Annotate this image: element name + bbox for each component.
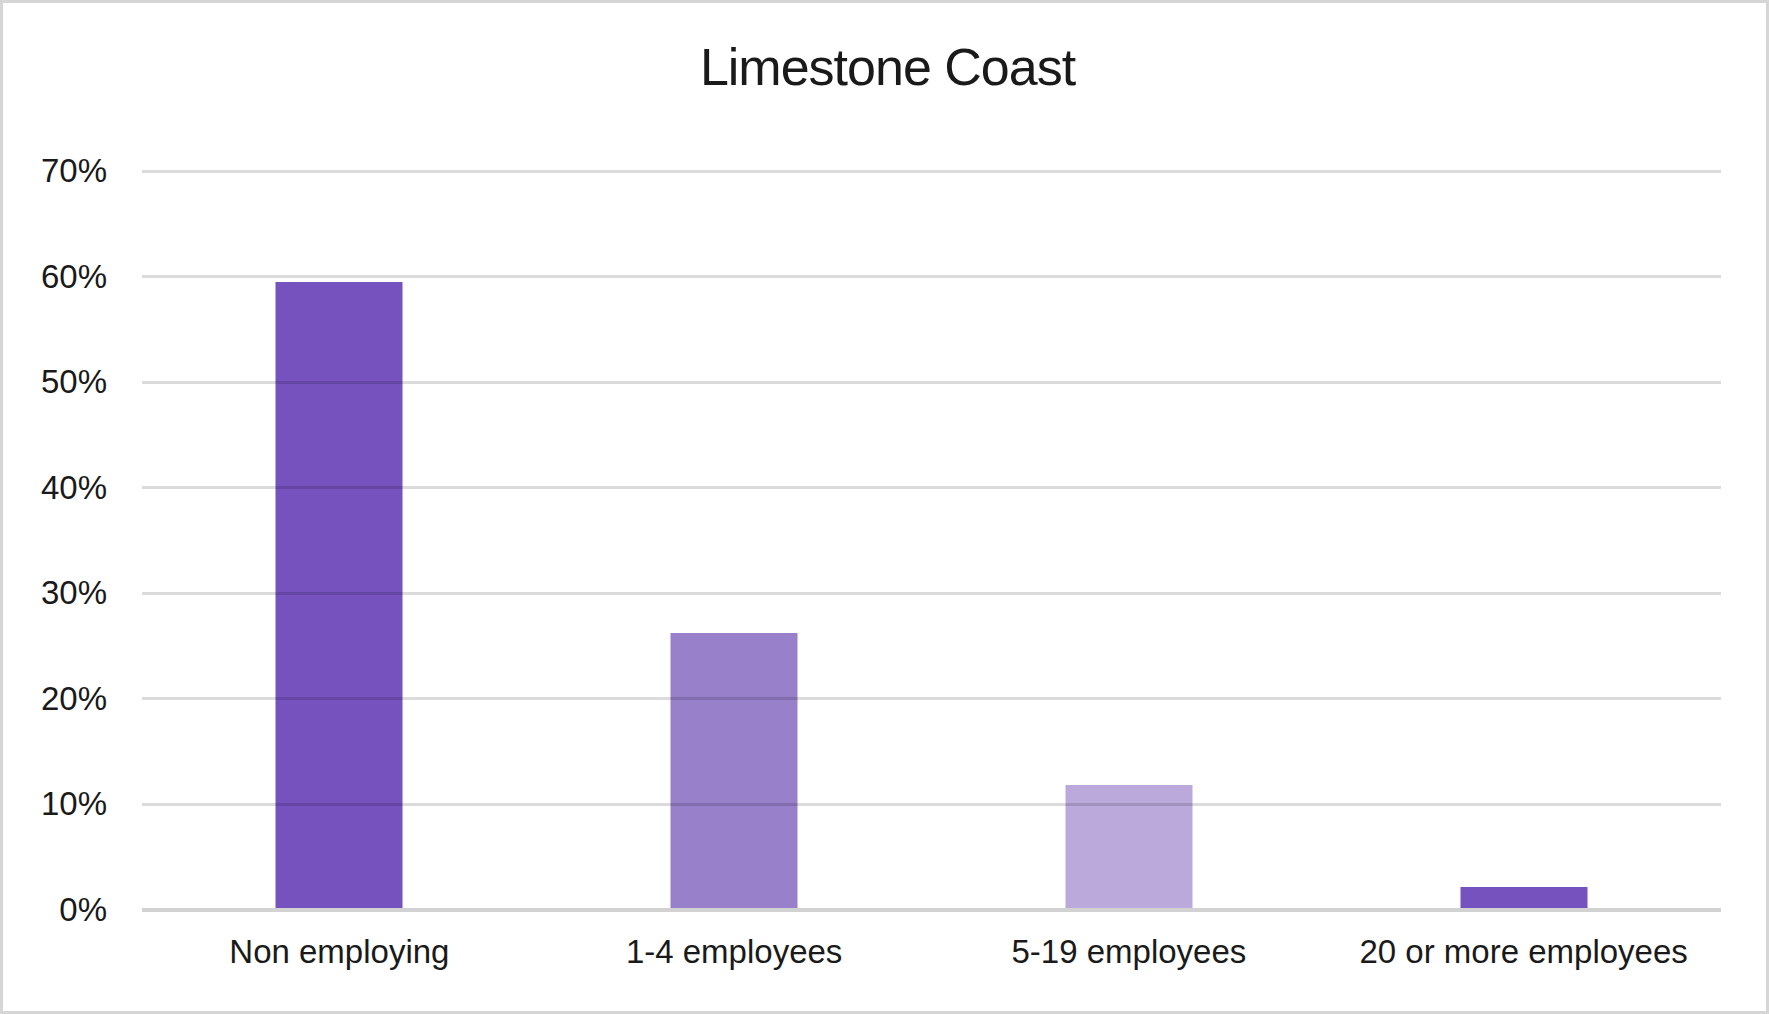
x-category-label: 20 or more employees: [1326, 933, 1721, 971]
bar-slot: [142, 171, 537, 910]
y-tick-label: 0%: [59, 891, 107, 929]
y-tick-label: 60%: [41, 258, 107, 296]
y-tick-label: 20%: [41, 680, 107, 718]
bar-5-19-employees[interactable]: [1065, 785, 1192, 910]
x-category-label: Non employing: [142, 933, 537, 971]
x-category-label: 5-19 employees: [932, 933, 1327, 971]
chart-area: Limestone Coast 0%10%20%30%40%50%60%70% …: [0, 0, 1769, 1014]
y-tick-label: 40%: [41, 469, 107, 507]
chart-title: Limestone Coast: [3, 37, 1769, 97]
bar-20-or-more-employees[interactable]: [1460, 887, 1587, 910]
bar-slot: [537, 171, 932, 910]
bar-non-employing[interactable]: [276, 282, 403, 910]
bar-slot: [932, 171, 1327, 910]
plot-area: [142, 171, 1721, 910]
bar-slot: [1326, 171, 1721, 910]
bar-1-4-employees[interactable]: [671, 633, 798, 910]
y-tick-label: 70%: [41, 152, 107, 190]
y-tick-label: 50%: [41, 363, 107, 401]
x-category-label: 1-4 employees: [537, 933, 932, 971]
x-axis: Non employing1-4 employees5-19 employees…: [142, 933, 1721, 989]
y-axis: 0%10%20%30%40%50%60%70%: [3, 171, 107, 910]
y-tick-label: 30%: [41, 574, 107, 612]
y-tick-label: 10%: [41, 785, 107, 823]
